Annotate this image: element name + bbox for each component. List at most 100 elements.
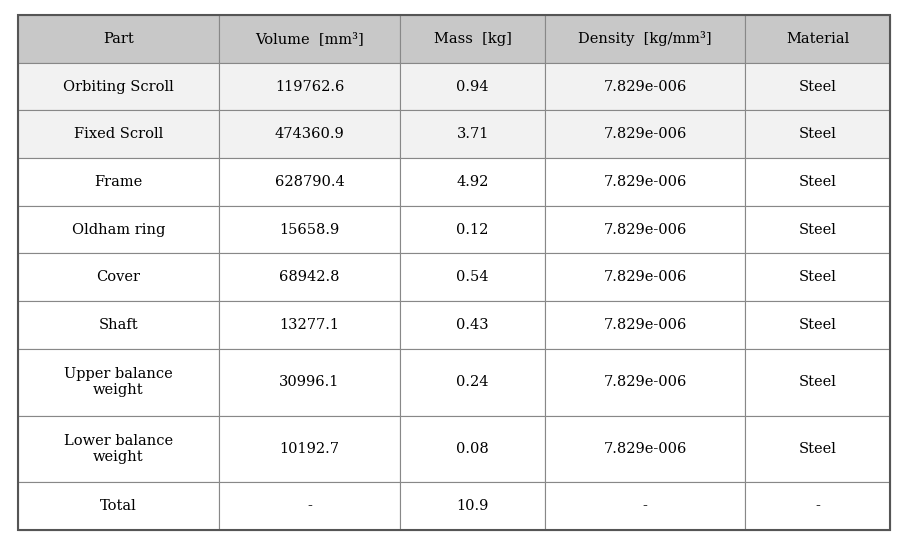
Bar [400, 158, 545, 206]
Bar [545, 63, 745, 111]
Text: Frame: Frame [94, 175, 143, 189]
Text: KEIT: KEIT [845, 273, 863, 282]
Text: 7.829e-006: 7.829e-006 [604, 318, 686, 332]
Text: KEIT: KEIT [40, 23, 56, 32]
Bar [219, 482, 400, 530]
Bar [545, 349, 745, 415]
Text: KEIT: KEIT [163, 123, 181, 132]
Text: 13277.1: 13277.1 [280, 318, 340, 332]
Text: 7.829e-006: 7.829e-006 [604, 442, 686, 456]
Text: KEIT: KEIT [784, 73, 800, 82]
Text: KEIT: KEIT [350, 223, 366, 232]
Text: KEIT: KEIT [411, 23, 429, 32]
Text: Total: Total [100, 499, 136, 513]
Text: 474360.9: 474360.9 [274, 127, 344, 141]
Text: Material: Material [786, 32, 849, 46]
Bar [745, 482, 890, 530]
Text: KEIT: KEIT [597, 73, 615, 82]
Text: 628790.4: 628790.4 [274, 175, 344, 189]
Text: 68942.8: 68942.8 [279, 270, 340, 284]
Text: KEIT: KEIT [722, 123, 738, 132]
Text: KEIT: KEIT [660, 23, 676, 32]
Bar [545, 253, 745, 301]
Text: KEIT: KEIT [226, 273, 242, 282]
Bar [400, 253, 545, 301]
Text: Steel: Steel [799, 80, 836, 94]
Text: 7.829e-006: 7.829e-006 [604, 80, 686, 94]
Text: KEIT: KEIT [660, 223, 676, 232]
Text: KEIT: KEIT [597, 273, 615, 282]
Text: KEIT: KEIT [784, 223, 800, 232]
Text: KEIT: KEIT [536, 23, 552, 32]
Text: KEIT: KEIT [784, 123, 800, 132]
Text: KEIT: KEIT [40, 123, 56, 132]
Text: -: - [307, 499, 311, 513]
Text: Part: Part [103, 32, 133, 46]
Text: KEIT: KEIT [474, 173, 490, 182]
Bar [745, 206, 890, 253]
Text: KEIT: KEIT [163, 223, 181, 232]
Bar [400, 415, 545, 482]
Bar [745, 349, 890, 415]
Text: Steel: Steel [799, 270, 836, 284]
Text: KEIT: KEIT [722, 23, 738, 32]
Bar [18, 158, 219, 206]
Bar [545, 158, 745, 206]
Text: KEIT: KEIT [411, 223, 429, 232]
Text: -: - [643, 499, 647, 513]
Text: KEIT: KEIT [163, 273, 181, 282]
Text: Mass  [kg]: Mass [kg] [434, 32, 511, 46]
Bar [219, 15, 400, 63]
Bar [18, 206, 219, 253]
Bar [400, 482, 545, 530]
Bar [545, 415, 745, 482]
Text: 7.829e-006: 7.829e-006 [604, 270, 686, 284]
Text: Steel: Steel [799, 222, 836, 237]
Text: KEIT: KEIT [288, 273, 304, 282]
Bar [545, 111, 745, 158]
Text: KEIT: KEIT [350, 123, 366, 132]
Text: 10.9: 10.9 [457, 499, 489, 513]
Text: KEIT: KEIT [845, 173, 863, 182]
Text: 7.829e-006: 7.829e-006 [604, 175, 686, 189]
Bar [745, 111, 890, 158]
Text: KEIT: KEIT [597, 173, 615, 182]
Text: KEIT: KEIT [288, 223, 304, 232]
Bar [219, 158, 400, 206]
Text: Fixed Scroll: Fixed Scroll [74, 127, 163, 141]
Text: KEIT: KEIT [474, 123, 490, 132]
Text: KEIT: KEIT [660, 123, 676, 132]
Text: KEIT: KEIT [226, 23, 242, 32]
Text: KEIT: KEIT [163, 73, 181, 82]
Text: KEIT: KEIT [660, 273, 676, 282]
Text: Steel: Steel [799, 127, 836, 141]
Bar [219, 206, 400, 253]
Text: KEIT: KEIT [350, 73, 366, 82]
Text: KEIT: KEIT [288, 123, 304, 132]
Bar [18, 63, 219, 111]
Text: 0.08: 0.08 [457, 442, 489, 456]
Text: KEIT: KEIT [411, 123, 429, 132]
Bar [18, 349, 219, 415]
Text: KEIT: KEIT [102, 223, 118, 232]
Text: Lower balance
weight: Lower balance weight [64, 434, 173, 464]
Text: KEIT: KEIT [845, 223, 863, 232]
Bar [219, 349, 400, 415]
Bar [545, 15, 745, 63]
Text: KEIT: KEIT [226, 173, 242, 182]
Text: Oldham ring: Oldham ring [72, 222, 165, 237]
Text: KEIT: KEIT [597, 123, 615, 132]
Text: K: K [323, 6, 656, 424]
Text: KEIT: KEIT [597, 23, 615, 32]
Text: KEIT: KEIT [784, 273, 800, 282]
Text: KEIT: KEIT [597, 223, 615, 232]
Text: KEIT: KEIT [660, 73, 676, 82]
Text: KEIT: KEIT [536, 73, 552, 82]
Text: K: K [560, 171, 840, 519]
Text: KEIT: KEIT [163, 23, 181, 32]
Bar [18, 301, 219, 349]
Text: KEIT: KEIT [845, 73, 863, 82]
Text: KEIT: KEIT [411, 273, 429, 282]
Text: 30996.1: 30996.1 [280, 375, 340, 389]
Text: KEIT: KEIT [411, 73, 429, 82]
